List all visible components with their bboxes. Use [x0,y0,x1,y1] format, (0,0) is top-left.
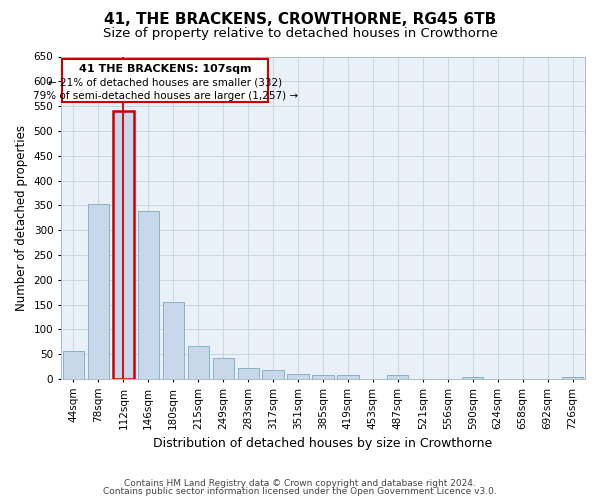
Text: Contains public sector information licensed under the Open Government Licence v3: Contains public sector information licen… [103,487,497,496]
Bar [62,59,268,102]
Bar [188,346,209,379]
Bar [238,368,259,379]
Bar [387,375,409,379]
Text: 41 THE BRACKENS: 107sqm: 41 THE BRACKENS: 107sqm [79,64,251,74]
Bar [462,377,484,379]
Text: Size of property relative to detached houses in Crowthorne: Size of property relative to detached ho… [103,28,497,40]
Text: 79% of semi-detached houses are larger (1,257) →: 79% of semi-detached houses are larger (… [32,90,298,101]
Bar [287,374,308,379]
Text: Contains HM Land Registry data © Crown copyright and database right 2024.: Contains HM Land Registry data © Crown c… [124,478,476,488]
Bar [113,111,134,379]
Bar [562,377,583,379]
Text: 41, THE BRACKENS, CROWTHORNE, RG45 6TB: 41, THE BRACKENS, CROWTHORNE, RG45 6TB [104,12,496,28]
X-axis label: Distribution of detached houses by size in Crowthorne: Distribution of detached houses by size … [154,437,493,450]
Bar [137,212,159,379]
Bar [262,370,284,379]
Bar [337,376,359,379]
Bar [88,204,109,379]
Bar [313,376,334,379]
Text: ← 21% of detached houses are smaller (332): ← 21% of detached houses are smaller (33… [48,78,282,88]
Bar [63,350,84,379]
Y-axis label: Number of detached properties: Number of detached properties [15,124,28,310]
Bar [163,302,184,379]
Bar [212,358,234,379]
